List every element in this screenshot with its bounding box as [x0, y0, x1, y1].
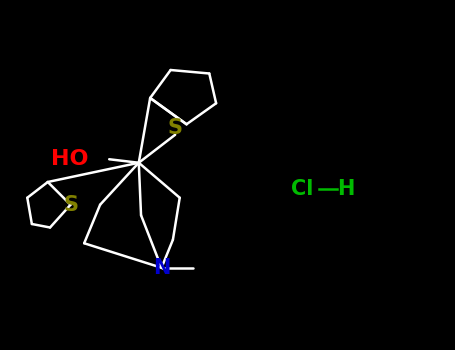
- Text: N: N: [153, 258, 170, 278]
- Text: Cl: Cl: [291, 179, 314, 199]
- Text: S: S: [168, 118, 182, 138]
- Text: H: H: [337, 179, 354, 199]
- Text: S: S: [63, 195, 78, 215]
- Text: HO: HO: [51, 149, 89, 169]
